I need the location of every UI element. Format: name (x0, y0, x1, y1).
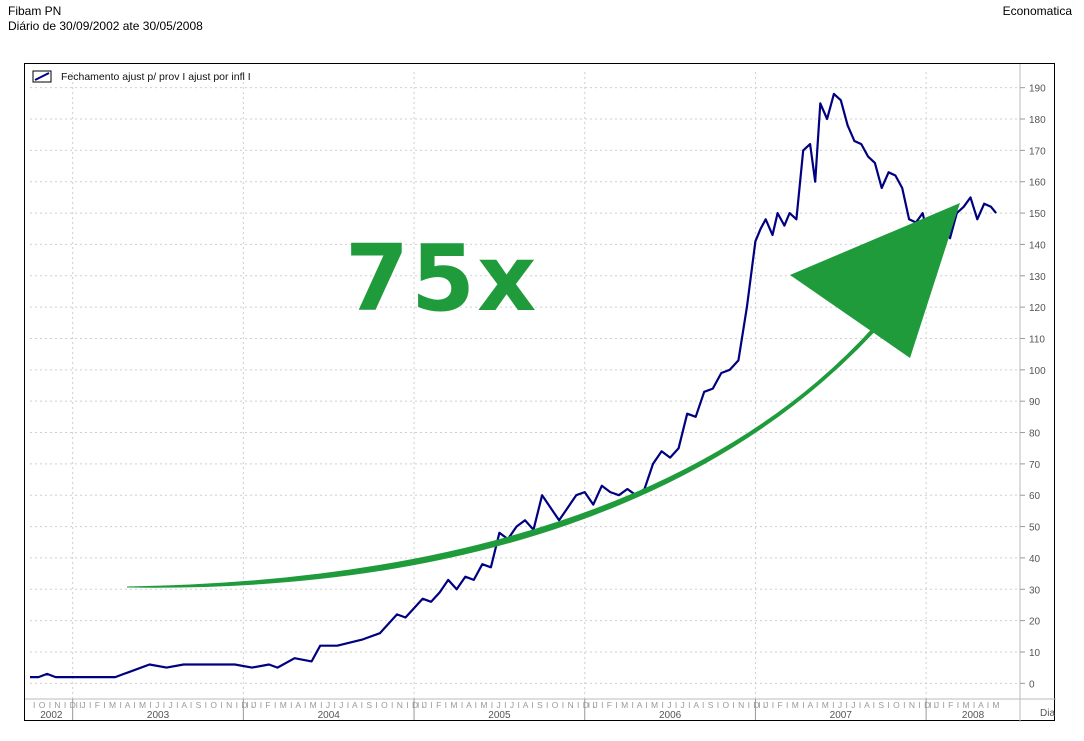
y-tick-label: 120 (1029, 303, 1046, 314)
chart-title: Fibam PN (8, 4, 62, 18)
y-axis: 0 10 20 30 40 50 60 70 80 90 100 110 120 130 140 150 160… (1019, 64, 1046, 722)
x-tick-label-year: 2007 (830, 710, 853, 721)
y-tick-label: 20 (1029, 617, 1041, 628)
y-tick-label: 180 (1029, 115, 1046, 126)
series-lines (30, 92, 997, 679)
chart-subtitle: Diário de 30/09/2002 ate 30/05/2008 (8, 19, 203, 33)
month-strip: I J I F I M I A I M I J I J I A I S I O … (417, 700, 595, 710)
x-unit-label: Dia (1040, 708, 1055, 719)
y-tick-label: 130 (1029, 272, 1046, 283)
x-tick-label-year: 2006 (659, 710, 682, 721)
arrow-head (790, 203, 960, 358)
y-tick-label: 30 (1029, 585, 1041, 596)
y-tick-label: 80 (1029, 429, 1041, 440)
x-tick-label-year: 2008 (962, 710, 985, 721)
growth-arrow (126, 203, 960, 588)
y-tick-label: 140 (1029, 240, 1046, 251)
y-tick-label: 10 (1029, 648, 1041, 659)
y-tick-label: 50 (1029, 523, 1041, 534)
y-tick-label: 190 (1029, 84, 1046, 95)
y-tick-label: 90 (1029, 397, 1041, 408)
growth-annotation: 75x (345, 225, 538, 332)
month-strip: I J I F I M I A I M (929, 700, 1000, 710)
y-tick-label: 60 (1029, 491, 1041, 502)
y-tick-label: 110 (1029, 334, 1045, 345)
x-tick-label-year: 2002 (40, 710, 63, 721)
month-strip: I J I F I M I A I M I J I J I A I S I O … (758, 700, 936, 710)
y-tick-label: 150 (1029, 209, 1046, 220)
series-line (30, 92, 997, 679)
month-strip: I J I F I M I A I M I J I J I A I S I O … (76, 700, 254, 710)
legend-line-icon (34, 72, 50, 81)
y-tick-label: 160 (1029, 178, 1046, 189)
month-strip: I O I N I D I (33, 700, 82, 710)
month-strip: I J I F I M I A I M I J I J I A I S I O … (588, 700, 766, 710)
arrow-body (126, 313, 891, 588)
gridlines (30, 72, 1020, 699)
brand-label: Economatica (1002, 4, 1072, 18)
x-tick-label-year: 2003 (147, 710, 170, 721)
x-tick-label-year: 2004 (318, 710, 341, 721)
month-strip: I J I F I M I A I M I J I J I A I S I O … (246, 700, 424, 710)
y-tick-label: 0 (1029, 679, 1035, 690)
chart-frame: 0 10 20 30 40 50 60 70 80 90 100 110 120 130 140 150 160… (24, 63, 1056, 722)
y-tick-label: 70 (1029, 460, 1041, 471)
y-tick-label: 170 (1029, 146, 1046, 157)
legend: Fechamento ajust p/ prov I ajust por inf… (32, 70, 251, 83)
legend-label: Fechamento ajust p/ prov I ajust por inf… (61, 71, 251, 83)
line-chart: 0 10 20 30 40 50 60 70 80 90 100 110 120 130 140 150 160… (25, 64, 1056, 722)
y-tick-label: 100 (1029, 366, 1046, 377)
x-tick-label-year: 2005 (488, 710, 511, 721)
y-tick-label: 40 (1029, 554, 1041, 565)
